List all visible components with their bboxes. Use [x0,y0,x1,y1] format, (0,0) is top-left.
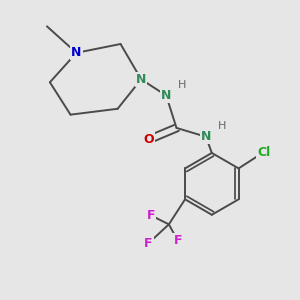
Text: N: N [201,130,211,143]
Text: H: H [178,80,187,90]
Text: H: H [218,122,226,131]
Text: F: F [147,209,155,222]
Text: Cl: Cl [257,146,270,159]
Text: N: N [71,46,82,59]
Text: F: F [144,237,152,250]
Text: O: O [143,133,154,146]
Text: F: F [173,234,182,247]
Text: N: N [161,89,171,102]
Text: N: N [136,73,146,86]
